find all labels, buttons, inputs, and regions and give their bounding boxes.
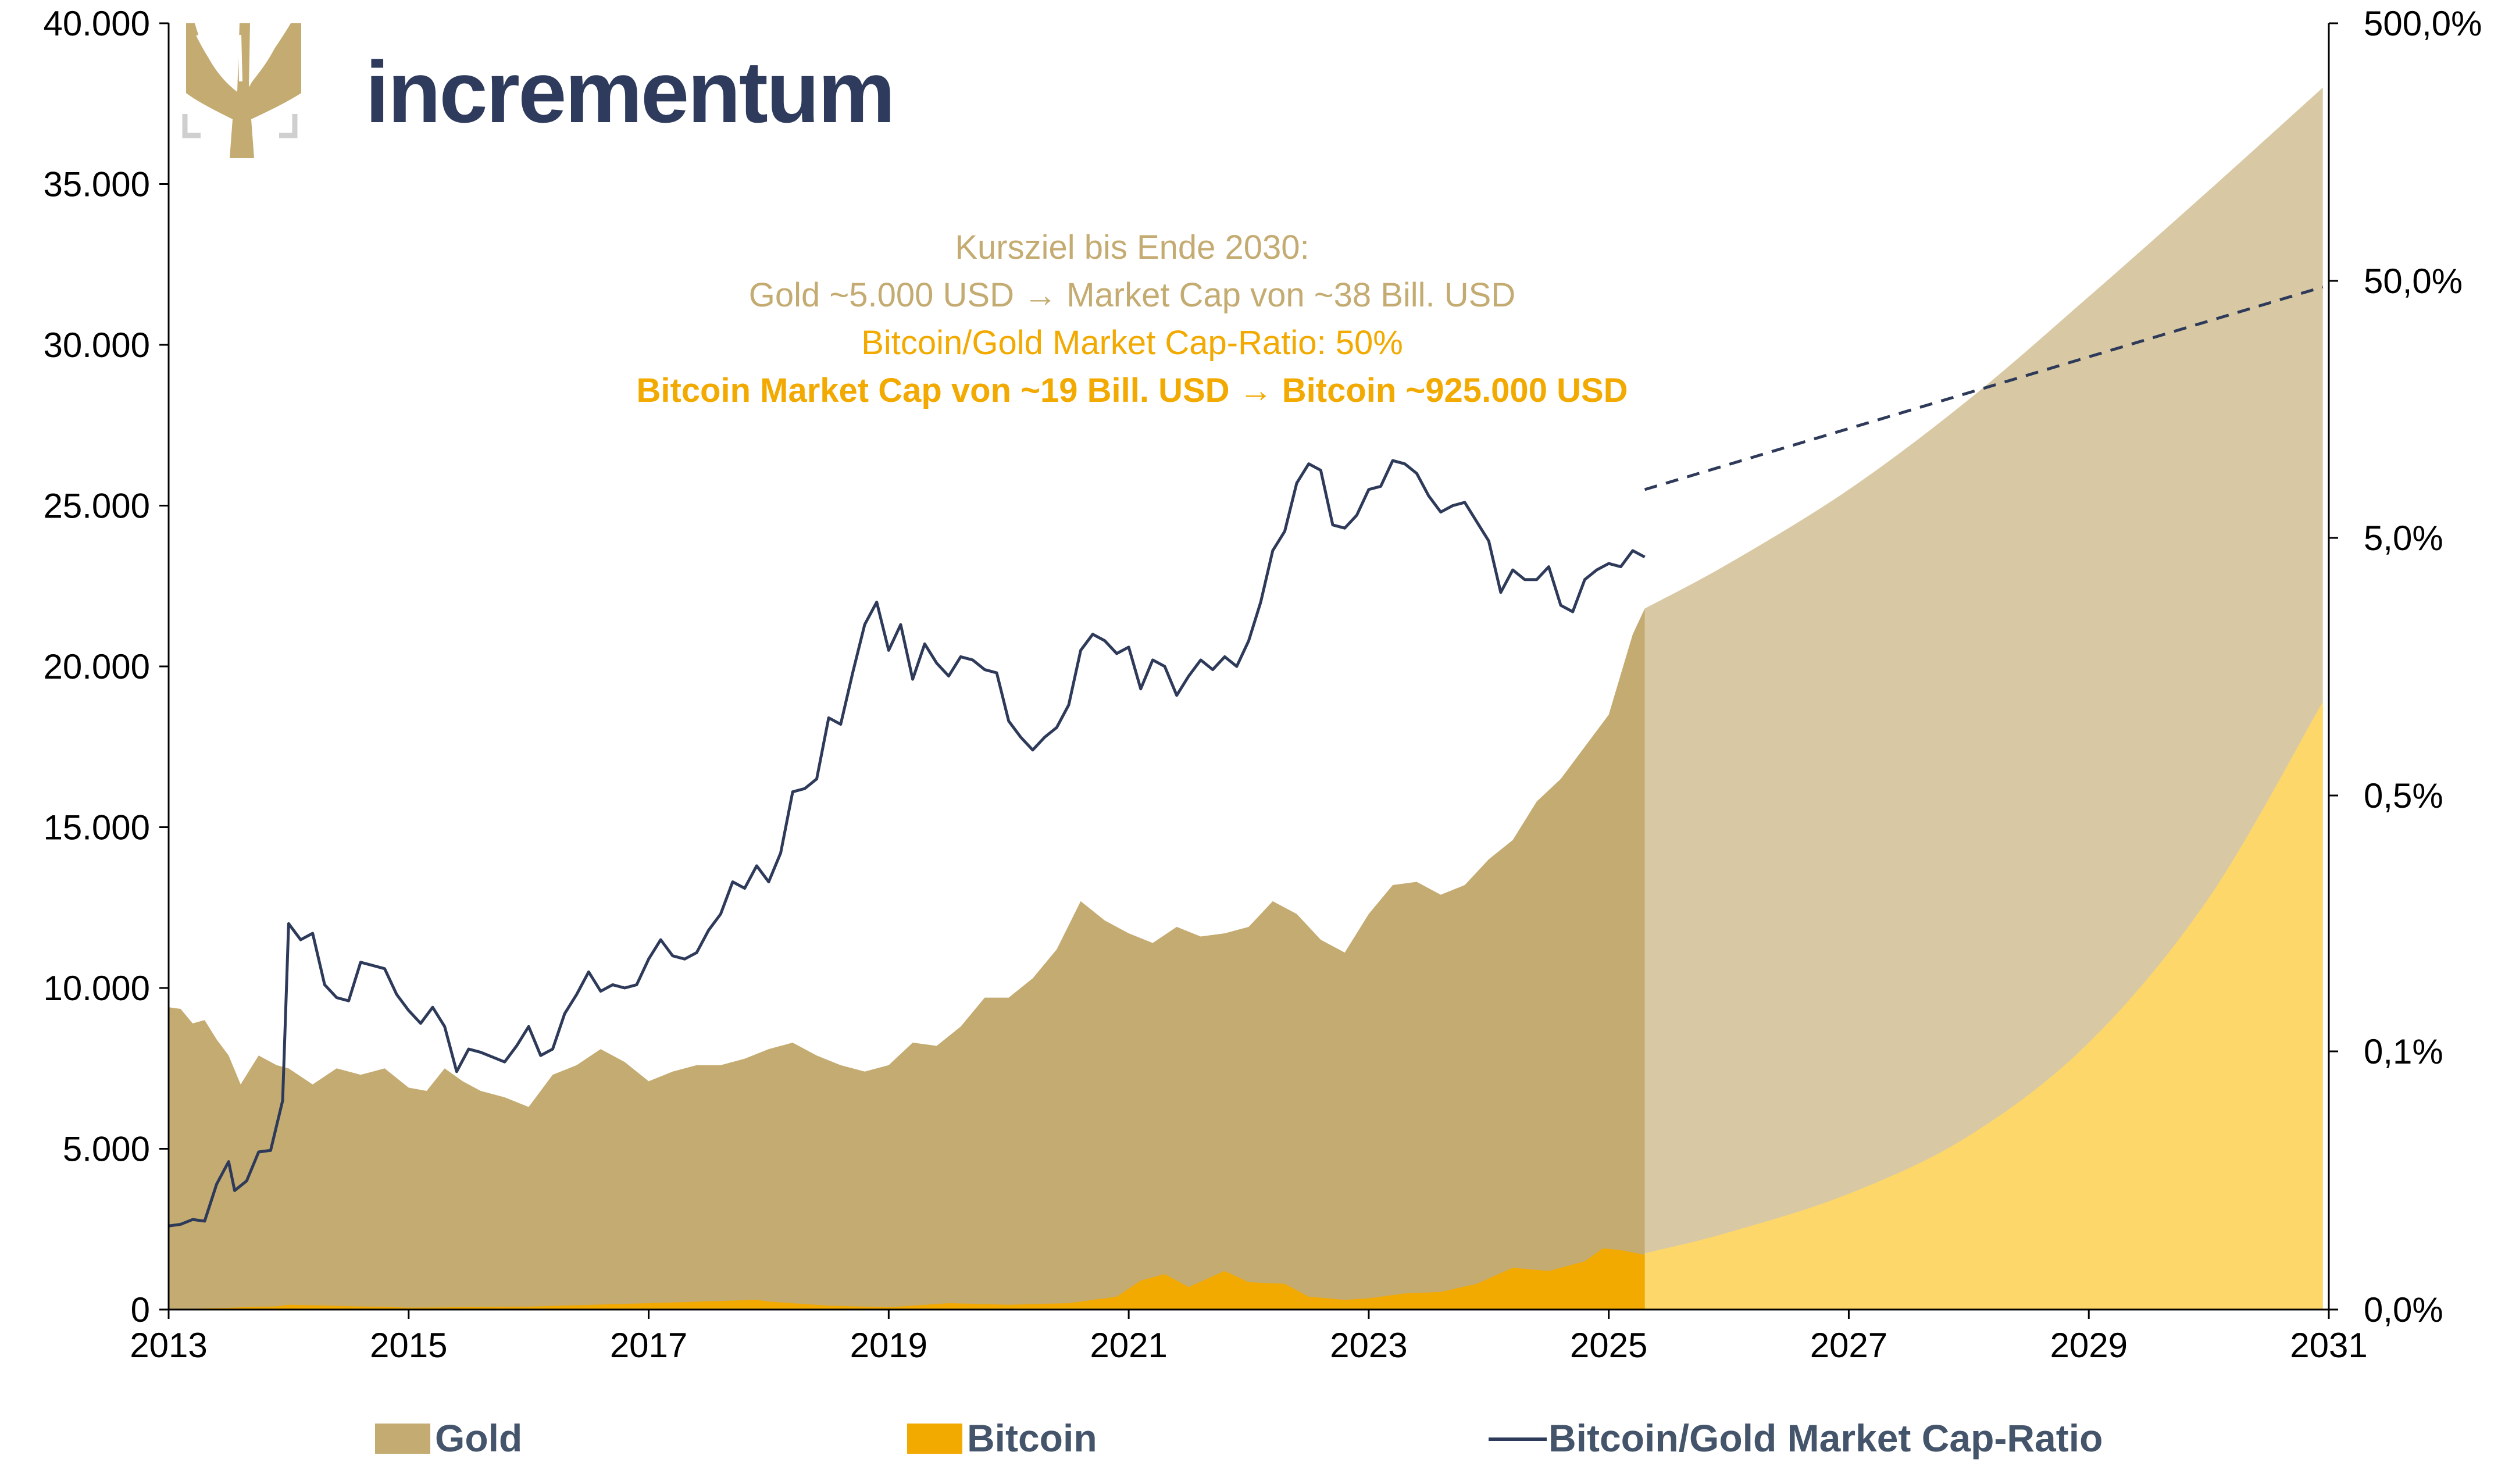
bitcoin-forecast-area <box>1644 701 2323 1310</box>
legend-bitcoin-label: Bitcoin <box>967 1417 1097 1460</box>
plot-areas <box>169 87 2323 1310</box>
legend: Gold Bitcoin Bitcoin/Gold Market Cap-Rat… <box>375 1417 2103 1460</box>
y-left-tick-label: 15.000 <box>43 808 150 847</box>
x-tick-label: 2013 <box>130 1326 207 1365</box>
tree-logo-icon <box>182 23 301 158</box>
annotation-line-3: Bitcoin/Gold Market Cap-Ratio: 50% <box>861 324 1403 362</box>
legend-gold-swatch <box>375 1424 430 1454</box>
x-tick-label: 2021 <box>1090 1326 1167 1365</box>
gold-area <box>169 608 1645 1310</box>
legend-gold-label: Gold <box>435 1417 522 1460</box>
y-right-tick-label: 0,5% <box>2364 776 2443 815</box>
x-tick-label: 2027 <box>1810 1326 1887 1365</box>
y-left-tick-label: 10.000 <box>43 969 150 1008</box>
bitcoin-area <box>169 1248 1645 1310</box>
logo-tree-branches <box>196 34 281 83</box>
x-tick-label: 2031 <box>2290 1326 2367 1365</box>
tick-marks-and-labels: 0 5.000 10.000 15.000 20.000 25.000 30.000 35.0… <box>43 4 2482 1365</box>
legend-bitcoin-swatch <box>907 1424 962 1454</box>
logo-tree-shape <box>186 23 301 158</box>
annotation-line-2: Gold ~5.000 USD → Market Cap von ~38 Bil… <box>749 276 1515 314</box>
y-left-tick-label: 30.000 <box>43 326 150 365</box>
y-right-tick-label: 500,0% <box>2364 4 2482 43</box>
annotation-line-1: Kursziel bis Ende 2030: <box>955 229 1309 266</box>
ratio-forecast-line <box>1644 286 2324 491</box>
y-left-tick-label: 0 <box>131 1290 150 1329</box>
y-left-tick-label: 20.000 <box>43 647 150 686</box>
annotation-line-4: Bitcoin Market Cap von ~19 Bill. USD → B… <box>636 372 1628 409</box>
y-left-tick-label: 35.000 <box>43 165 150 204</box>
incrementum-logo: incrementum <box>182 23 895 158</box>
ratio-lines <box>168 286 2324 1228</box>
forecast-annotation: Kursziel bis Ende 2030: Gold ~5.000 USD … <box>636 229 1628 409</box>
logo-wordmark: incrementum <box>365 43 894 141</box>
y-left-tick-label: 25.000 <box>43 487 150 526</box>
logo-bracket <box>182 114 298 138</box>
x-tick-label: 2025 <box>1570 1326 1647 1365</box>
x-tick-label: 2019 <box>850 1326 927 1365</box>
y-left-tick-label: 5.000 <box>63 1130 150 1169</box>
legend-ratio-label: Bitcoin/Gold Market Cap-Ratio <box>1548 1417 2103 1460</box>
x-tick-label: 2023 <box>1330 1326 1407 1365</box>
ratio-line <box>168 459 1646 1228</box>
x-tick-label: 2029 <box>2050 1326 2127 1365</box>
x-tick-label: 2017 <box>610 1326 687 1365</box>
y-right-tick-label: 0,0% <box>2364 1290 2443 1329</box>
x-tick-label: 2015 <box>370 1326 447 1365</box>
y-left-tick-label: 40.000 <box>43 4 150 43</box>
y-right-tick-label: 50,0% <box>2364 262 2463 301</box>
y-right-tick-label: 5,0% <box>2364 519 2443 558</box>
y-right-tick-label: 0,1% <box>2364 1032 2443 1071</box>
